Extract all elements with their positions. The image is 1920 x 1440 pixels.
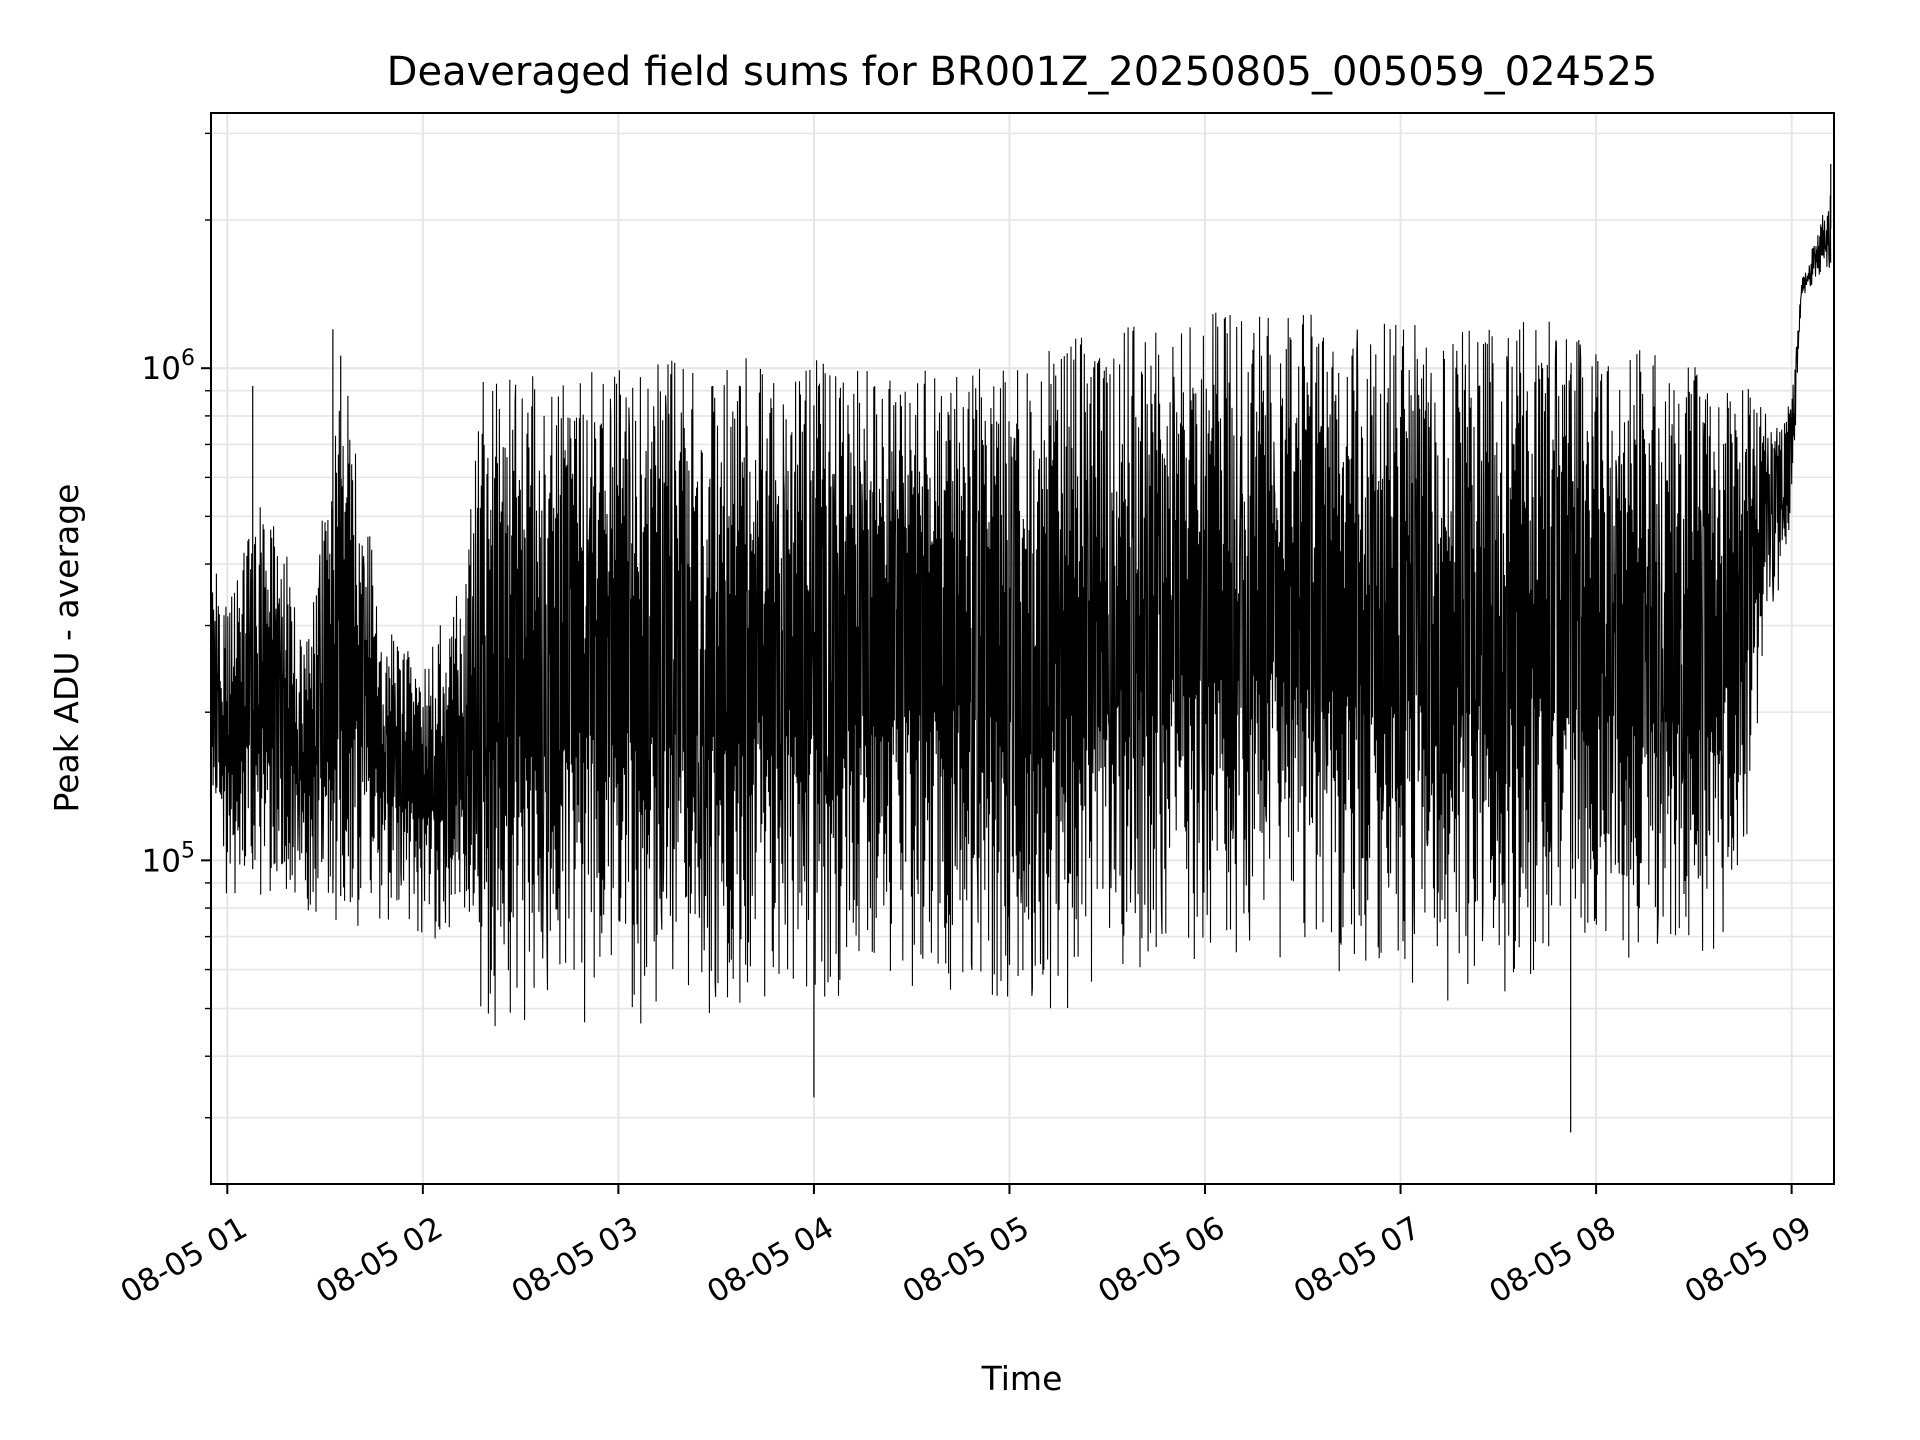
plot-frame xyxy=(210,112,1835,1185)
y-tick-label: 106 xyxy=(142,346,195,387)
y-tick-label: 105 xyxy=(142,838,195,879)
chart-title: Deaveraged field sums for BR001Z_2025080… xyxy=(387,49,1658,95)
series-layer xyxy=(211,163,1832,1133)
y-axis: 105 106 xyxy=(142,132,211,1119)
y-axis-title: Peak ADU - average xyxy=(47,484,86,813)
x-axis-title: Time xyxy=(981,1359,1063,1398)
series-line xyxy=(211,195,1832,1027)
